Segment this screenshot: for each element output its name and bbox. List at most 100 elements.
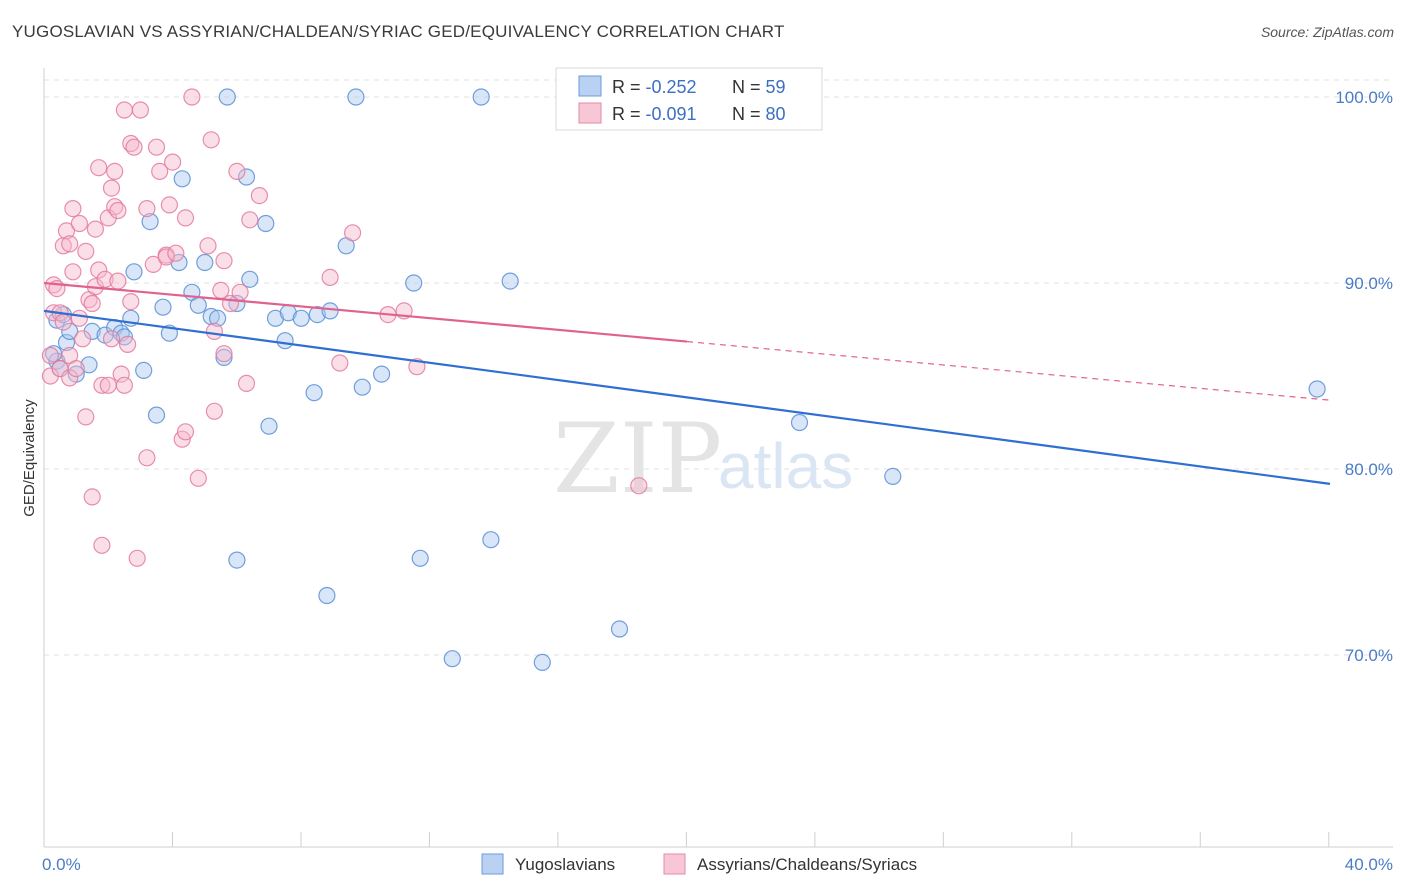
legend-n-label-2: N =	[732, 104, 766, 124]
point-assyrian	[77, 242, 95, 260]
point-assyrian	[205, 322, 223, 340]
point-assyrian	[344, 224, 362, 242]
point-yugoslavian	[228, 551, 246, 569]
legend-swatch-assyrians	[578, 102, 602, 124]
point-yugoslavian	[257, 214, 275, 233]
point-yugoslavian	[321, 302, 339, 320]
point-assyrian	[57, 222, 76, 240]
point-assyrian	[115, 376, 134, 394]
point-assyrian	[77, 408, 95, 426]
point-assyrian	[176, 209, 195, 227]
point-assyrian	[41, 346, 60, 365]
point-assyrian	[138, 449, 156, 467]
bottom-legend-swatch-yugoslavians[interactable]	[481, 853, 504, 875]
point-assyrian	[189, 469, 207, 487]
point-yugoslavian	[790, 413, 809, 432]
point-yugoslavian	[154, 298, 172, 316]
point-assyrian	[61, 235, 79, 253]
legend-swatch-yugoslavians	[578, 75, 602, 97]
bottom-legend-label-yugoslavians[interactable]: Yugoslavians	[515, 855, 615, 874]
point-yugoslavian	[347, 88, 365, 106]
point-assyrian	[118, 335, 137, 353]
point-assyrian	[115, 101, 134, 119]
point-assyrian	[147, 138, 166, 156]
point-yugoslavian	[405, 274, 423, 292]
point-assyrian	[131, 101, 149, 119]
point-yugoslavian	[472, 88, 490, 106]
point-yugoslavian	[411, 549, 429, 567]
point-yugoslavian	[1308, 380, 1326, 398]
point-assyrian	[167, 244, 185, 262]
point-yugoslavian	[501, 272, 519, 290]
point-assyrian	[83, 294, 101, 313]
y-tick-labels: 100.0% 90.0% 80.0% 70.0%	[1335, 88, 1393, 665]
point-assyrian	[54, 313, 72, 331]
point-assyrian	[73, 330, 92, 348]
series-legend: Yugoslavians Assyrians/Chaldeans/Syriacs	[481, 853, 917, 875]
point-assyrian	[125, 138, 143, 156]
x-tick-label-min: 0.0%	[42, 855, 81, 874]
point-yugoslavian	[237, 168, 256, 186]
y-tick-label: 100.0%	[1335, 88, 1393, 107]
point-assyrian	[86, 220, 105, 238]
bottom-legend-label-assyrians[interactable]: Assyrians/Chaldeans/Syriacs	[697, 855, 917, 874]
point-yugoslavian	[218, 88, 236, 106]
y-tick-label: 90.0%	[1345, 274, 1393, 293]
point-yugoslavian	[443, 650, 461, 668]
point-yugoslavian	[610, 620, 629, 638]
stats-legend: R = -0.252 N = 59 R = -0.091 N = 80	[555, 67, 823, 131]
point-assyrian	[630, 477, 648, 495]
legend-r-label-1: R =	[612, 77, 646, 97]
point-assyrian	[321, 268, 339, 286]
point-assyrian	[241, 211, 259, 229]
point-yugoslavian	[266, 309, 285, 327]
bottom-legend-swatch-assyrians[interactable]	[663, 853, 686, 875]
point-yugoslavian	[215, 348, 233, 366]
point-assyrian	[90, 159, 108, 177]
legend-row-2: R = -0.091	[612, 104, 697, 124]
point-assyrian	[144, 255, 162, 273]
point-yugoslavian	[276, 332, 294, 350]
point-assyrian	[164, 153, 182, 171]
point-yugoslavian	[260, 417, 278, 435]
point-yugoslavian	[241, 270, 259, 288]
point-yugoslavian	[482, 531, 500, 549]
point-yugoslavian	[308, 306, 326, 324]
source-credit[interactable]: Source: ZipAtlas.com	[1260, 24, 1394, 40]
point-yugoslavian	[147, 406, 166, 424]
point-assyrian	[70, 214, 89, 233]
point-yugoslavian	[353, 378, 371, 396]
point-assyrian	[61, 369, 79, 387]
trend-line-assyrians-extension	[686, 340, 1331, 401]
point-yugoslavian	[57, 333, 76, 352]
point-yugoslavian	[141, 213, 159, 231]
point-assyrian	[106, 162, 124, 180]
point-assyrian	[112, 365, 130, 383]
legend-row-1: R = -0.252	[612, 77, 697, 97]
point-assyrian	[83, 488, 101, 506]
y-tick-label: 80.0%	[1345, 460, 1393, 479]
point-yugoslavian	[135, 361, 153, 379]
trend-line-yugoslavians	[43, 309, 1331, 485]
point-assyrian	[90, 261, 108, 279]
y-axis-title: GED/Equivalency	[21, 399, 38, 517]
legend-r-label-2: R =	[612, 104, 646, 124]
scatter-points	[41, 88, 1326, 672]
point-assyrian	[215, 345, 233, 363]
point-assyrian	[215, 252, 233, 270]
legend-r-value-1: -0.252	[646, 77, 697, 97]
trend-lines	[43, 281, 1331, 485]
point-assyrian	[199, 237, 217, 255]
point-assyrian	[151, 162, 169, 180]
point-yugoslavian	[80, 356, 98, 374]
point-yugoslavian	[209, 309, 227, 327]
legend-n-1: N = 59	[732, 77, 786, 97]
point-assyrian	[160, 196, 178, 214]
watermark: ZIP atlas	[553, 403, 853, 515]
point-yugoslavian	[318, 586, 336, 605]
x-tick-label-max: 40.0%	[1345, 855, 1393, 874]
legend-n-value-2: 80	[766, 104, 786, 124]
watermark-atlas-text: atlas	[718, 430, 853, 502]
point-assyrian	[250, 187, 268, 205]
